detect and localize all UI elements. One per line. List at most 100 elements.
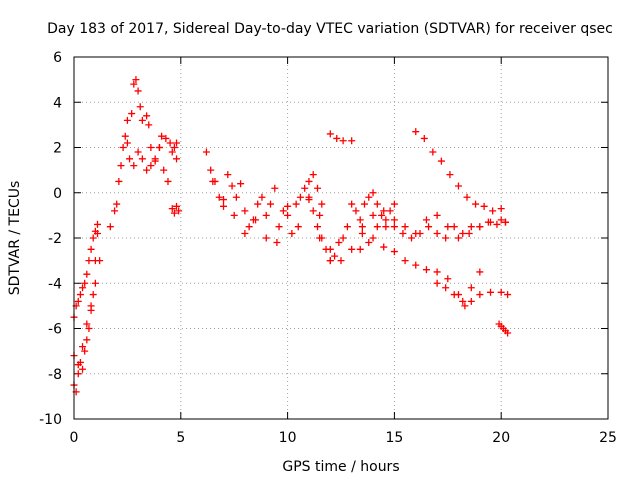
data-point	[79, 343, 87, 351]
data-point	[134, 148, 142, 156]
y-tick-label: -4	[48, 276, 62, 292]
data-point	[202, 148, 210, 156]
data-point	[316, 211, 324, 219]
data-point	[501, 218, 509, 226]
data-point	[442, 284, 450, 292]
data-point	[309, 171, 317, 179]
data-point	[81, 279, 89, 287]
data-point	[422, 216, 430, 224]
data-point	[446, 171, 454, 179]
data-point	[301, 184, 309, 192]
data-point	[335, 239, 343, 247]
y-tick-label: -2	[48, 231, 62, 247]
data-point	[93, 229, 101, 237]
data-point	[123, 139, 131, 147]
data-point	[294, 223, 302, 231]
data-point	[401, 257, 409, 265]
data-point	[128, 110, 136, 118]
data-point	[117, 162, 125, 170]
data-point	[422, 266, 430, 274]
data-point	[83, 320, 91, 328]
series-arc-11	[326, 130, 509, 253]
x-tick-label: 25	[599, 430, 617, 446]
data-point	[119, 144, 127, 151]
data-point	[489, 207, 497, 215]
data-point	[420, 134, 428, 142]
data-point	[143, 112, 151, 120]
data-point	[91, 279, 99, 287]
data-point	[433, 279, 441, 287]
data-point	[497, 288, 505, 296]
data-point	[305, 193, 313, 201]
data-point	[151, 155, 159, 163]
data-point	[220, 202, 228, 210]
x-tick-label: 5	[176, 430, 185, 446]
data-point	[401, 223, 409, 231]
data-point	[252, 216, 260, 224]
data-point	[450, 291, 458, 299]
data-point	[288, 229, 296, 237]
series-arc-2	[70, 229, 101, 396]
data-point	[497, 205, 505, 213]
series-arc-12	[316, 207, 509, 265]
data-point	[425, 223, 433, 231]
data-point	[382, 216, 390, 224]
data-point	[412, 229, 420, 237]
data-point	[476, 268, 484, 276]
data-point	[79, 284, 87, 292]
data-point	[339, 234, 347, 242]
data-point	[412, 128, 420, 136]
series-arc-15	[412, 128, 505, 215]
data-point	[175, 207, 183, 215]
data-point	[121, 132, 129, 140]
data-point	[476, 291, 484, 299]
x-axis-label: GPS time / hours	[282, 459, 399, 475]
data-point	[267, 200, 275, 208]
data-point	[373, 200, 381, 208]
data-point	[365, 239, 373, 247]
data-point	[237, 180, 245, 188]
data-point	[352, 207, 360, 215]
data-point	[145, 121, 153, 129]
data-point	[162, 134, 170, 142]
data-point	[241, 229, 249, 237]
y-tick-label: -8	[48, 367, 62, 383]
x-axis-tick-labels: 0 5 10 15 20 25	[70, 430, 617, 446]
data-point	[296, 193, 304, 201]
data-point	[245, 223, 253, 231]
y-tick-label: 4	[53, 95, 62, 111]
data-point	[326, 130, 334, 138]
data-point	[284, 211, 292, 219]
data-point	[348, 200, 356, 208]
data-point	[83, 336, 91, 344]
y-tick-label: -6	[48, 322, 62, 338]
data-point	[164, 177, 172, 185]
data-point	[143, 166, 151, 174]
y-tick-label: 6	[53, 50, 62, 66]
data-point	[480, 202, 488, 210]
data-point	[369, 211, 377, 219]
data-point	[433, 268, 441, 276]
series-arc-14	[433, 268, 484, 305]
data-point	[356, 245, 364, 253]
data-point	[348, 137, 356, 145]
data-point	[89, 234, 97, 242]
x-tick-label: 20	[492, 430, 510, 446]
series-arc-10	[305, 189, 398, 265]
data-point	[83, 270, 91, 278]
data-point	[292, 200, 300, 208]
data-point	[459, 229, 467, 237]
data-point	[96, 257, 104, 265]
data-point	[74, 370, 82, 378]
data-point	[472, 200, 480, 208]
data-point	[258, 193, 266, 201]
data-point	[386, 207, 394, 215]
data-point	[390, 216, 398, 224]
data-point	[390, 248, 398, 256]
data-point	[463, 193, 471, 201]
data-point	[343, 223, 351, 231]
data-point	[318, 200, 326, 208]
data-point	[74, 297, 82, 305]
data-point	[444, 223, 452, 231]
y-tick-label: -10	[39, 412, 62, 428]
